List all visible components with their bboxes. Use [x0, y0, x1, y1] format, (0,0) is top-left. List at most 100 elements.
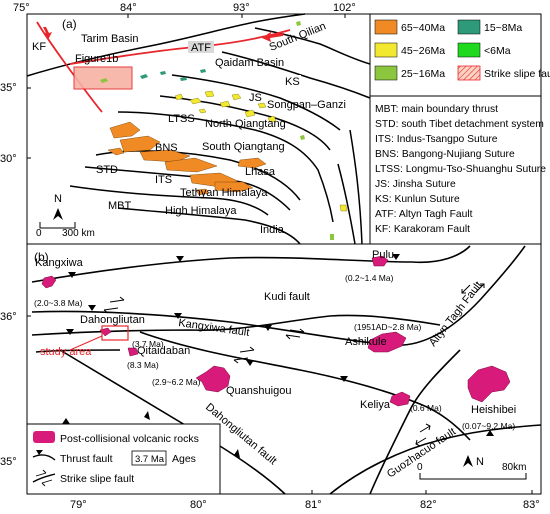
label-ks: KS [285, 76, 300, 88]
abbrev-ks: KS: Kunlun Suture [375, 194, 460, 205]
label-its: ITS [155, 174, 172, 186]
lon-tick-84: 84° [120, 2, 137, 14]
lon-tick-75: 75° [13, 2, 30, 14]
label-figure1b: Figure1b [75, 53, 118, 65]
label-ltss: LTSS [168, 113, 195, 125]
volcano-ashikule [367, 331, 407, 353]
legend-label-45-26: 45~26Ma [401, 45, 445, 57]
north-arrow-a: N [53, 193, 63, 220]
abbrev-js: JS: Jinsha Suture [375, 179, 456, 190]
volcano-name-pulu: Pulu [372, 249, 394, 261]
lat-tick-36: 36° [0, 311, 17, 323]
legend-label-65-40: 65~40Ma [401, 22, 445, 34]
legend-label-strikeslip-b: Strike slipe fault [60, 473, 134, 485]
panel-b-faults [31, 245, 542, 495]
figure1b-box[interactable] [73, 66, 133, 90]
volcano-age-keliya: (0.6 Ma) [410, 403, 442, 413]
label-india: India [260, 224, 285, 236]
svg-text:0: 0 [36, 228, 42, 239]
legend-label-strikeslip: Strike slipe fault [484, 68, 550, 80]
volcano-kangxiwa [41, 275, 57, 289]
label-south-qiangtang: South Qiangtang [202, 141, 285, 153]
yellow-volcanics [174, 90, 348, 212]
scale-bar-a: 0 300 km [36, 222, 95, 239]
ks-label-bg [283, 75, 301, 87]
volcano-quanshuigou [195, 365, 231, 393]
panel-b-volcanics [41, 255, 511, 407]
label-qaidam: Qaidam Basin [215, 57, 284, 69]
label-kf: KF [32, 41, 46, 53]
orange-volcanics [107, 121, 267, 196]
panel-b-ticks: 36° 35° 79° 80° 81° 82° 83° [0, 311, 540, 511]
volcano-name-quanshuigou: Quanshuigou [226, 385, 291, 397]
volcano-name-heishibei: Heishibei [471, 404, 516, 416]
scale-bar-b: 0 80km [417, 462, 527, 480]
green-volcanics [100, 21, 334, 240]
study-area-pointer [69, 335, 103, 351]
legend-swatch-green [374, 65, 398, 81]
legend-b: Post-collisional volcanic rocks Thrust f… [32, 431, 199, 487]
volcano-heishibei [467, 365, 511, 403]
lon-tick-80: 80° [190, 499, 207, 511]
lon-tick-83: 83° [523, 499, 540, 511]
legend-b-box [26, 423, 221, 495]
label-tethyan: Tethyan Himalaya [180, 187, 268, 199]
scale-end-b: 80km [502, 462, 526, 473]
north-label-a: N [54, 193, 62, 205]
abbrev-kf: KF: Karakoram Fault [375, 224, 470, 235]
abbrev-atf: ATF: Altyn Tagh Fault [375, 209, 473, 220]
abbreviations-list: MBT: main boundary thrust STD: south Tib… [375, 104, 546, 235]
legend-thrust-symbol [32, 454, 56, 461]
legend-swatch-strikeslip [457, 65, 481, 81]
study-area-label: study area [40, 346, 92, 358]
lon-tick-82: 82° [420, 499, 437, 511]
legend-ages-box [131, 450, 167, 466]
abbrev-ltss: LTSS: Longmu-Tso-Shuanghu Suture [375, 164, 546, 175]
lon-tick-102: 102° [333, 2, 356, 14]
north-arrow-b: N [463, 455, 484, 468]
panel-b-label: (b) [34, 250, 49, 264]
legend-label-ages: Ages [172, 453, 196, 465]
legend-swatch-teal [457, 19, 481, 35]
north-label-b: N [476, 456, 484, 468]
label-north-qiangtang: North Qiangtang [205, 118, 286, 130]
panel-a-label: (a) [62, 17, 77, 31]
label-high-himalaya: High Himalaya [165, 205, 237, 217]
volcano-name-dahongliutan: Dahongliutan [80, 314, 145, 326]
lat-tick-30: 30° [0, 153, 17, 165]
lon-tick-93: 93° [233, 2, 250, 14]
legend-swatch-orange [374, 19, 398, 35]
volcano-name-kangxiwa: Kangxiwa [35, 257, 84, 269]
label-atf: ATF [191, 42, 211, 54]
legend-swatch-brightgreen [457, 42, 481, 58]
label-bns: BNS [155, 142, 178, 154]
volcano-dahongliutan [99, 327, 112, 337]
strike-slip-arrows [103, 283, 485, 447]
volcano-age-kangxiwa: (2.0~3.8 Ma) [34, 298, 83, 308]
atf-label-bg [188, 41, 214, 53]
lat-tick-35b: 35° [0, 456, 17, 468]
volcano-name-qitaidaban: Qitaidaban [137, 345, 190, 357]
label-lhasa: Lhasa [245, 166, 276, 178]
abbrev-its: ITS: Indus-Tsangpo Suture [375, 134, 498, 145]
label-js: JS [249, 92, 262, 104]
panel-a-fault-arrows [43, 27, 284, 42]
legend-a: 65~40Ma 15~8Ma 45~26Ma <6Ma 25~16Ma Stri… [374, 19, 550, 81]
lon-tick-79: 79° [70, 499, 87, 511]
legend-label-25-16: 25~16Ma [401, 68, 445, 80]
label-mbt: MBT [108, 200, 132, 212]
label-std: STD [96, 164, 118, 176]
volcano-name-ashikule: Ashikule [345, 336, 387, 348]
legend-label-volcanic: Post-collisional volcanic rocks [60, 433, 199, 445]
abbrev-mbt: MBT: main boundary thrust [375, 104, 498, 115]
scale-label-a: 300 km [62, 228, 95, 239]
legend-strikeslip-symbol [32, 473, 56, 483]
volcano-age-heishibei: (0.07~9.2 Ma) [462, 421, 515, 431]
volcano-age-qitaidaban: (8.3 Ma) [127, 360, 159, 370]
lon-tick-81: 81° [305, 499, 322, 511]
label-tarim: Tarim Basin [81, 33, 138, 45]
lat-tick-35: 35° [0, 82, 17, 94]
label-songpan: Songpan–Ganzi [267, 99, 346, 111]
study-area-box[interactable] [101, 325, 129, 341]
